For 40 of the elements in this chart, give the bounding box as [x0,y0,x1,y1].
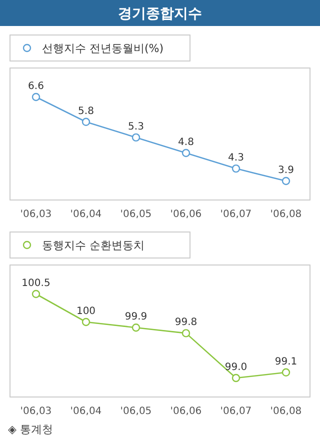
x-tick-label: '06,04 [70,209,102,220]
x-tick-label: '06,08 [270,406,302,417]
x-tick-label: '06,07 [220,209,252,220]
data-label: 99.9 [124,312,148,323]
point [32,92,40,102]
point [182,329,190,338]
point [132,324,140,332]
x-tick-label: '06,03 [20,406,52,417]
data-label: 3.9 [278,165,294,176]
x-tick-label: '06,04 [70,406,102,417]
data-label: 4.3 [228,152,244,164]
data-label: 5.8 [78,106,94,117]
data-label: 6.6 [28,81,44,92]
point [182,148,190,158]
data-label: 99.1 [274,356,298,368]
legend-label: 동행지수 순환변동치 [42,239,144,252]
point [82,318,90,326]
point [132,133,140,142]
data-label: 100 [76,306,96,317]
x-tick-label: '06,05 [120,406,152,417]
x-tick-label: '06,05 [120,209,152,220]
x-tick-label: '06,08 [270,209,302,220]
text: ◈ 통계청 [8,423,53,436]
data-label: 100.5 [22,278,50,289]
point [282,368,290,376]
point [282,176,290,186]
chart-title: 경기종합지수 [118,6,202,22]
legend-label: 선행지수 전년동월비(%) [42,42,164,55]
x-tick-label: '06,06 [170,406,202,417]
data-label: 5.3 [128,121,144,132]
x-tick-label: '06,06 [170,209,202,220]
point [82,118,90,126]
point [32,290,40,298]
x-tick-label: '06,03 [20,209,52,220]
point [232,374,240,382]
data-label: 99.8 [174,317,198,328]
point [232,164,240,173]
data-label: 4.8 [178,137,194,148]
data-label: 99.0 [224,362,248,373]
x-tick-label: '06,07 [220,406,252,417]
